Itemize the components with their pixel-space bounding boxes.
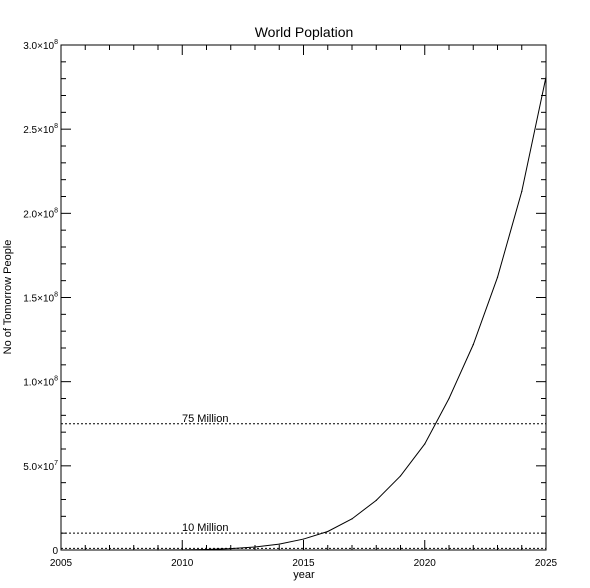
data-point: [448, 397, 450, 400]
x-tick-label: 2010: [171, 558, 194, 569]
data-point: [399, 475, 402, 477]
data-point: [181, 549, 183, 551]
data-point: [545, 76, 547, 78]
data-point: [327, 530, 329, 533]
reference-line-label: 75 Million: [182, 413, 228, 425]
data-series: [157, 76, 547, 551]
x-tick-label: 2015: [292, 558, 315, 569]
x-axis-label: year: [293, 569, 315, 581]
y-tick-label: 3.0×108: [23, 39, 58, 52]
data-point: [375, 499, 377, 501]
axis-ticks: [60, 44, 547, 551]
y-tick-label: 2.5×108: [23, 123, 58, 136]
plot-frame: [60, 44, 547, 551]
x-tick-labels: 2005 2010 2015 2020 2025: [50, 558, 558, 569]
reference-lines: 75 Million 10 Million: [61, 413, 546, 549]
x-tick-label: 2005: [50, 558, 73, 569]
y-axis-label: No of Tomorrow People: [2, 240, 14, 355]
x-tick-label: 2020: [414, 558, 437, 569]
y-tick-label: 5.0×107: [23, 460, 58, 473]
y-tick-label: 0: [52, 546, 58, 557]
data-point: [424, 443, 426, 445]
data-point: [230, 548, 232, 550]
chart-title: World Poplation: [255, 24, 354, 40]
data-point: [254, 546, 256, 548]
series-line: [157, 76, 547, 551]
y-tick-label: 1.5×108: [23, 292, 58, 305]
data-point: [496, 276, 499, 278]
data-point: [205, 548, 208, 551]
data-point: [157, 549, 159, 551]
data-point: [521, 190, 523, 193]
y-tick-label: 2.0×108: [23, 207, 58, 220]
data-point: [472, 344, 474, 346]
y-tick-label: 1.0×108: [23, 376, 58, 389]
data-point: [302, 538, 305, 540]
data-point: [351, 518, 353, 520]
data-point: [278, 543, 280, 545]
y-tick-labels: 0 5.0×107 1.0×108 1.5×108 2.0×108 2.5×108 3.0×…: [23, 39, 58, 557]
reference-line-label: 10 Million: [182, 522, 228, 534]
x-tick-label: 2025: [535, 558, 558, 569]
